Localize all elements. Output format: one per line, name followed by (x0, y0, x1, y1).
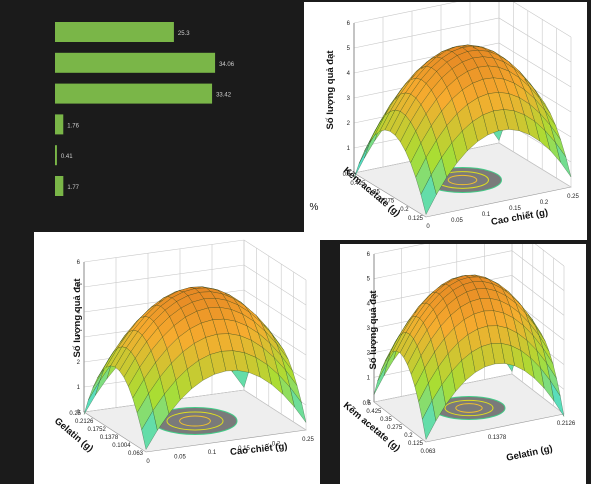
x-tick-label: 0 (426, 224, 430, 230)
z-tick-label: 5 (347, 46, 351, 52)
bar (55, 52, 216, 73)
y-tick-label: 0.063 (128, 451, 144, 457)
bar-value-label: 34.06 (219, 62, 235, 68)
z-axis-title: Số lượng quả đạt (72, 278, 83, 358)
bar-chart: 25.3 34.06 33.42 1.76 0.41 1.77 (55, 22, 235, 196)
z-tick-label: 6 (367, 252, 371, 258)
y-tick-label: 0.35 (380, 417, 392, 423)
z-tick-label: 4 (347, 71, 351, 77)
z-tick-label: 4 (77, 310, 81, 316)
surface-patch (550, 380, 565, 417)
contour (455, 403, 483, 413)
surface (353, 44, 572, 215)
z-tick-label: 0 (77, 410, 81, 416)
surface-plot-3: 0 1 2 3 4 5 6 0.063 0.1378 0.2126 0.125 0.2 0.275 0.3… (340, 244, 586, 484)
contour (179, 415, 211, 427)
z-tick-label: 5 (367, 277, 371, 283)
x-tick-label: 0.2126 (557, 421, 576, 427)
x-tick-label: 0.1378 (488, 435, 507, 441)
bar-value-label: 1.76 (67, 123, 79, 129)
y-tick-label: 0.1752 (87, 427, 106, 433)
y-tick-label: 0.425 (350, 181, 366, 187)
surface (83, 286, 307, 450)
y-tick-label: 0.1378 (100, 435, 119, 441)
x-tick-label: 0.05 (451, 218, 463, 224)
y-tick-label: 0.125 (408, 216, 424, 222)
y-tick-label: 0.5 (343, 172, 352, 178)
x-tick-label: 0.1 (208, 450, 217, 456)
x-tick-label: 0.1 (482, 212, 491, 218)
z-tick-label: 3 (347, 96, 351, 102)
x-tick-label: 0.15 (238, 446, 250, 452)
surface-plot-2: 0 1 2 3 4 5 6 0 0.05 0.1 0.15 0.2 0.25 0.063 0.1004 0.1… (34, 232, 320, 484)
z-tick-label: 3 (367, 326, 371, 332)
surface-patch (289, 387, 307, 423)
floor-contours (152, 407, 238, 435)
contour (444, 399, 494, 417)
y-tick-label: 0.2126 (75, 419, 94, 425)
bar (55, 114, 64, 135)
y-tick-label: 0.1004 (112, 443, 131, 449)
x-tick-label: 0.2 (540, 200, 549, 206)
y-tick-label: 0.275 (387, 425, 403, 431)
bar-value-label: 33.42 (216, 93, 232, 99)
y-tick-label: 0.125 (408, 441, 424, 447)
y-tick-label: 0.2 (400, 207, 409, 213)
percent-label: % (304, 198, 324, 218)
y-tick-label: 0.275 (379, 198, 395, 204)
x-tick-label: 0 (146, 459, 150, 465)
gridline (83, 239, 307, 281)
z-tick-label: 3 (77, 335, 81, 341)
surface-plot-1: 0 1 2 3 4 5 6 0 0.05 0.1 0.15 0.2 0.25 0.125 0.2 0.275 0… (304, 2, 587, 240)
gridline (353, 2, 572, 38)
bar-value-label: 1.77 (67, 185, 79, 191)
bar-value-label: 0.41 (61, 154, 73, 160)
x-tick-label: 0.05 (174, 455, 186, 461)
y-tick-label: 0.25 (69, 411, 81, 417)
z-tick-label: 0 (347, 171, 351, 177)
z-axis-title: Số lượng quả đạt (325, 50, 336, 130)
z-tick-label: 5 (77, 285, 81, 291)
z-tick-label: 2 (347, 121, 351, 127)
y-tick-label: 0.425 (366, 409, 382, 415)
z-tick-label: 1 (347, 146, 351, 152)
x-tick-label: 0.25 (302, 437, 314, 443)
gridline (373, 244, 565, 267)
z-tick-label: 0 (367, 400, 371, 406)
z-axis-title: Số lượng quả đạt (368, 290, 379, 370)
bar (55, 22, 174, 42)
x-tick-label: 0.25 (567, 194, 579, 200)
z-tick-label: 1 (367, 375, 371, 381)
bar (55, 83, 213, 104)
x-tick-label: 0.2 (272, 441, 281, 447)
contour (166, 411, 224, 431)
bar (55, 176, 64, 196)
bar (55, 145, 57, 166)
x-tick-label: 0.15 (509, 206, 521, 212)
z-tick-label: 4 (367, 301, 371, 307)
y-tick-label: 0.5 (363, 401, 372, 407)
x-tick-label: 0.063 (420, 449, 436, 455)
z-tick-label: 6 (347, 21, 351, 27)
z-tick-label: 6 (77, 260, 81, 266)
surface (373, 274, 565, 441)
y-tick-label: 0.2 (404, 433, 413, 439)
z-tick-label: 1 (77, 385, 81, 391)
x-axis-title: Gelatin (g) (505, 443, 553, 464)
z-tick-label: 2 (367, 351, 371, 357)
z-tick-label: 2 (77, 360, 81, 366)
x-axis-title: Cao chiết (g) (230, 441, 288, 458)
bar-value-label: 25.3 (178, 31, 190, 37)
y-tick-label: 0.35 (368, 190, 380, 196)
contour (447, 174, 478, 186)
surface-patch (555, 142, 572, 178)
